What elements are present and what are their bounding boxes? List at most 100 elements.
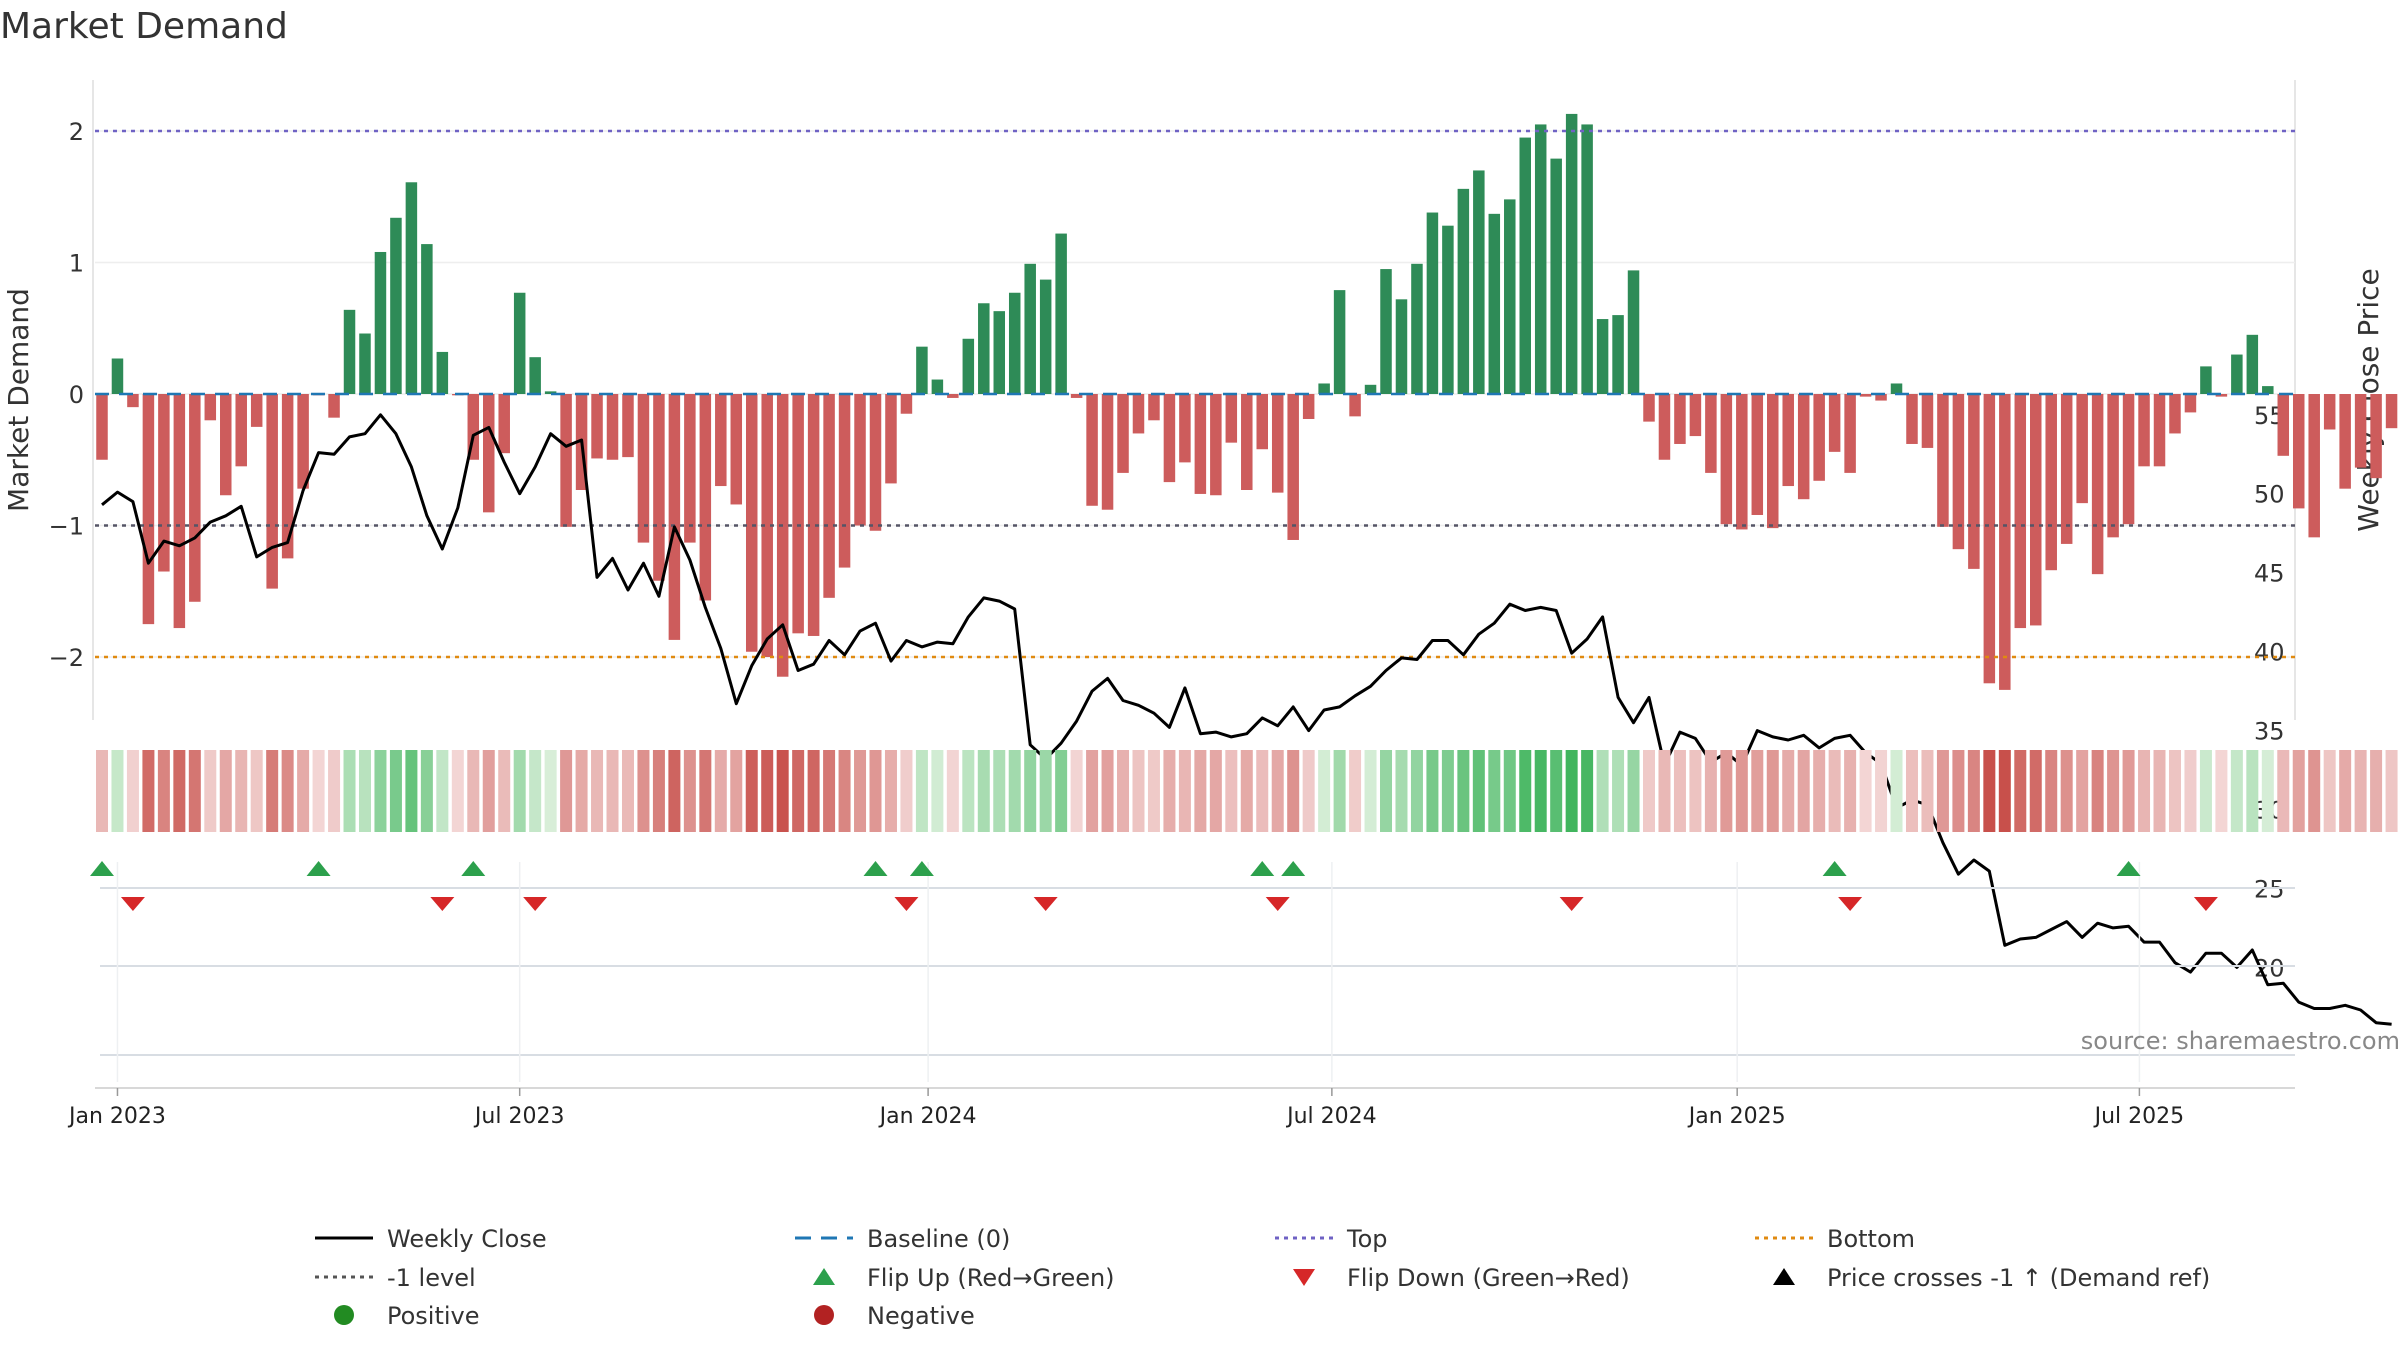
heat-cell — [1704, 750, 1717, 832]
demand-bar-negative — [2184, 394, 2197, 413]
demand-bar-negative — [1256, 394, 1268, 450]
heat-cell — [1349, 750, 1362, 832]
heat-cell — [2215, 750, 2228, 832]
demand-bar-positive — [2262, 386, 2274, 394]
heat-cell — [1101, 750, 1114, 832]
flip-up-marker — [1281, 861, 1306, 876]
demand-bar-negative — [745, 394, 758, 652]
demand-bar-positive — [529, 357, 541, 394]
heat-cell — [1240, 750, 1253, 832]
demand-bar-negative — [2076, 394, 2088, 504]
x-tick-label: Jul 2024 — [1285, 1104, 1377, 1129]
heat-cell — [1271, 750, 1284, 832]
demand-bar-negative — [1643, 394, 1655, 422]
heat-cell — [730, 750, 743, 832]
flip-down-marker — [523, 897, 548, 911]
demand-bar-negative — [2215, 394, 2228, 397]
heat-cell — [2323, 750, 2336, 832]
heat-cell — [2277, 750, 2290, 832]
legend-item: Top — [1275, 1225, 1388, 1253]
demand-bar-negative — [2014, 394, 2027, 629]
heat-cell — [1627, 750, 1640, 832]
heat-cell — [544, 750, 557, 832]
legend-label: Flip Down (Green→Red) — [1347, 1264, 1630, 1292]
heat-cell — [204, 750, 217, 832]
demand-bar-negative — [761, 394, 773, 657]
heat-cell — [1163, 750, 1176, 832]
demand-bar-positive — [1411, 263, 1423, 394]
heat-cell — [1890, 750, 1903, 832]
demand-bar-negative — [2370, 394, 2382, 479]
demand-bar-negative — [668, 394, 681, 640]
demand-bar-negative — [1782, 394, 1794, 487]
demand-bar-negative — [2385, 394, 2398, 429]
heat-cell — [683, 750, 696, 832]
legend-triangle-up-icon — [1773, 1268, 1795, 1285]
heat-cell — [1318, 750, 1331, 832]
heat-cell — [467, 750, 480, 832]
heat-cell — [2107, 750, 2120, 832]
legend-triangle-up-icon — [813, 1268, 835, 1285]
demand-bar-positive — [1364, 384, 1377, 394]
heat-cell — [142, 750, 155, 832]
demand-bar-positive — [1596, 319, 1609, 394]
heat-cell — [2385, 750, 2398, 832]
heat-cell — [1333, 750, 1346, 832]
demand-bar-positive — [1488, 213, 1501, 394]
heat-cell — [2339, 750, 2352, 832]
demand-bar-negative — [2138, 394, 2150, 467]
demand-bar-negative — [2122, 394, 2135, 525]
demand-bar-positive — [1581, 124, 1593, 395]
demand-bar-positive — [1380, 269, 1392, 394]
demand-bar-positive — [1318, 383, 1330, 394]
heat-cell — [1550, 750, 1563, 832]
heat-cell — [1287, 750, 1300, 832]
chart-title: Market Demand — [0, 6, 288, 47]
demand-bar-negative — [1194, 394, 1207, 494]
legend-label: Top — [1346, 1225, 1388, 1253]
heat-cell — [1194, 750, 1207, 832]
heat-cell — [1457, 750, 1470, 832]
demand-bar-negative — [1086, 394, 1098, 506]
demand-bar-positive — [513, 292, 526, 394]
demand-bar-negative — [823, 394, 835, 598]
demand-bar-negative — [792, 394, 804, 634]
demand-bar-positive — [359, 333, 371, 394]
heat-cell — [977, 750, 990, 832]
heat-cell — [219, 750, 232, 832]
heat-cell — [513, 750, 526, 832]
heat-cell — [1519, 750, 1532, 832]
heat-cell — [420, 750, 433, 832]
demand-bar-negative — [2045, 394, 2057, 571]
demand-bar-negative — [2323, 394, 2336, 430]
demand-bar-positive — [1612, 315, 1624, 394]
demand-bar-negative — [1101, 394, 1114, 510]
legend-item: Weekly Close — [315, 1225, 547, 1253]
heat-cell — [1534, 750, 1547, 832]
demand-bar-positive — [1627, 270, 1640, 394]
flip-down-marker — [1559, 897, 1584, 911]
y-left-tick-label: −2 — [49, 644, 84, 672]
demand-bar-negative — [2292, 394, 2305, 509]
heat-cell — [946, 750, 959, 832]
heat-cell — [2122, 750, 2135, 832]
y-right-tick-label: 50 — [2254, 481, 2285, 509]
demand-bar-negative — [2308, 394, 2320, 538]
heat-cell — [2199, 750, 2212, 832]
flip-down-marker — [1033, 897, 1058, 911]
legend-item: Baseline (0) — [795, 1225, 1010, 1253]
x-tick-label: Jan 2025 — [1687, 1104, 1786, 1129]
demand-bar-negative — [158, 394, 170, 572]
demand-bar-negative — [1271, 394, 1284, 493]
heat-cell — [1503, 750, 1516, 832]
heat-cell — [591, 750, 604, 832]
heat-cell — [1302, 750, 1315, 832]
heat-cell — [699, 750, 712, 832]
demand-bar-negative — [2339, 394, 2351, 489]
demand-bar-negative — [1241, 394, 1253, 490]
flip-down-marker — [1838, 897, 1863, 911]
heat-cell — [637, 750, 650, 832]
heat-cell — [761, 750, 774, 832]
heat-cell — [2168, 750, 2181, 832]
